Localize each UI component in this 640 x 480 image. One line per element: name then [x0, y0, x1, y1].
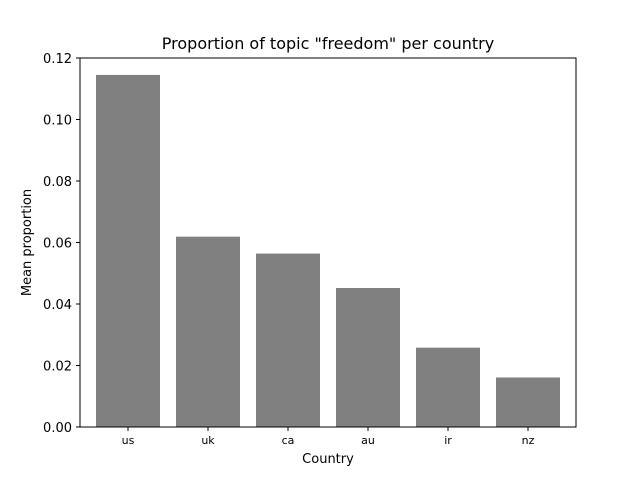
- x-tick-label-ir: ir: [444, 434, 452, 447]
- bars-group: [96, 74, 560, 427]
- bar-ir: [416, 347, 480, 427]
- plot-frame: [79, 57, 577, 428]
- y-tick-label-3: 0.06: [43, 237, 72, 252]
- y-tick-label-6: 0.12: [43, 52, 72, 67]
- x-tick-label-au: au: [361, 434, 375, 447]
- y-axis-label: Mean proportion: [20, 189, 35, 296]
- bar-uk: [176, 236, 240, 427]
- y-tick-label-4: 0.08: [43, 175, 72, 190]
- y-axis: 0.00 0.02 0.04 0.06 0.08 0.10 0.12: [43, 52, 80, 436]
- y-tick-label-2: 0.04: [43, 298, 72, 313]
- y-tick-label-5: 0.10: [43, 114, 72, 129]
- x-tick-label-uk: uk: [201, 434, 215, 447]
- y-tick-label-1: 0.02: [43, 360, 72, 375]
- x-tick-label-nz: nz: [522, 434, 535, 447]
- bar-ca: [256, 253, 320, 427]
- bar-us: [96, 74, 160, 427]
- chart-title: Proportion of topic "freedom" per countr…: [162, 34, 494, 53]
- x-tick-label-us: us: [122, 434, 135, 447]
- x-axis-label: Country: [302, 452, 354, 467]
- y-tick-label-0: 0.00: [43, 421, 72, 436]
- x-axis: us uk ca au ir nz: [122, 427, 535, 447]
- bar-nz: [496, 377, 560, 427]
- bar-au: [336, 288, 400, 427]
- x-tick-label-ca: ca: [282, 434, 295, 447]
